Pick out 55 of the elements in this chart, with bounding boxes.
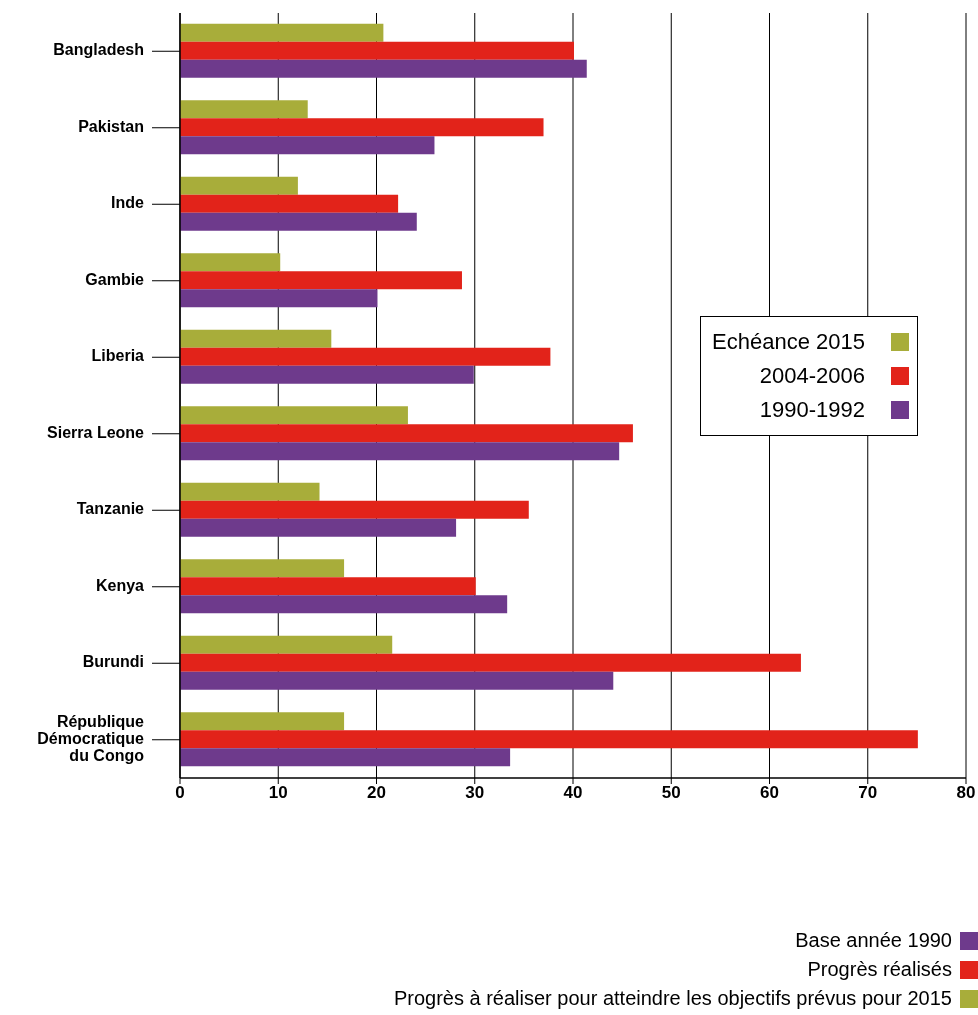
bar: [180, 577, 476, 596]
text: Progrès réalisés: [807, 957, 952, 982]
y-tick-label: Bangladesh: [53, 41, 144, 59]
bar: [180, 176, 298, 195]
legend-label: 1990-1992: [759, 396, 865, 424]
x-tick-label: 50: [661, 783, 681, 803]
x-tick-label: 40: [563, 783, 583, 803]
bar: [180, 442, 620, 461]
bar: [180, 118, 544, 137]
bar: [180, 653, 801, 672]
bar: [180, 424, 633, 443]
x-tick-label: 10: [268, 783, 288, 803]
bar: [180, 23, 384, 42]
bar: [180, 406, 408, 425]
y-tick-label: Tanzanie: [76, 500, 145, 518]
x-tick-label: 30: [465, 783, 485, 803]
y-tick-label: Pakistan: [78, 117, 144, 135]
bar: [180, 559, 345, 578]
legend-label: Echéance 2015: [712, 328, 865, 356]
bar: [180, 271, 462, 290]
bar: [180, 365, 474, 384]
bar: [180, 635, 393, 654]
bar: [180, 136, 435, 155]
bar: [180, 100, 308, 119]
bar: [180, 41, 574, 60]
x-tick-label: 80: [956, 783, 976, 803]
y-tick-label: Liberia: [91, 347, 145, 365]
y-tick-label: République Démocratique du Congo: [37, 712, 145, 764]
bar: [180, 59, 587, 78]
bar: [180, 730, 918, 749]
y-tick-label: Inde: [111, 194, 145, 212]
text: Progrès à réaliser pour atteindre les objectifs prévus pour 2015: [393, 986, 952, 1011]
y-tick-label: Gambie: [85, 270, 145, 288]
y-tick-label: Burundi: [82, 653, 144, 671]
text: Base année 1990: [795, 928, 952, 953]
y-tick-label: Sierra Leone: [47, 423, 145, 441]
bar: [180, 712, 345, 731]
legend-label: 2004-2006: [759, 362, 865, 390]
bar: [180, 595, 508, 614]
bar: [180, 347, 551, 366]
x-tick-label: 60: [760, 783, 779, 803]
bar: [180, 212, 417, 231]
bar: [180, 289, 378, 308]
x-tick-label: 20: [367, 783, 386, 803]
bar: [180, 482, 320, 501]
bar: [180, 329, 332, 348]
x-tick-label: 70: [858, 783, 878, 803]
bar: [180, 194, 399, 213]
bar: [180, 748, 511, 767]
bar: [180, 253, 281, 272]
bar: [180, 518, 457, 537]
bar: [180, 671, 614, 690]
y-tick-label: Kenya: [95, 576, 145, 594]
bar: [180, 500, 529, 519]
x-tick-label: 0: [175, 783, 185, 803]
